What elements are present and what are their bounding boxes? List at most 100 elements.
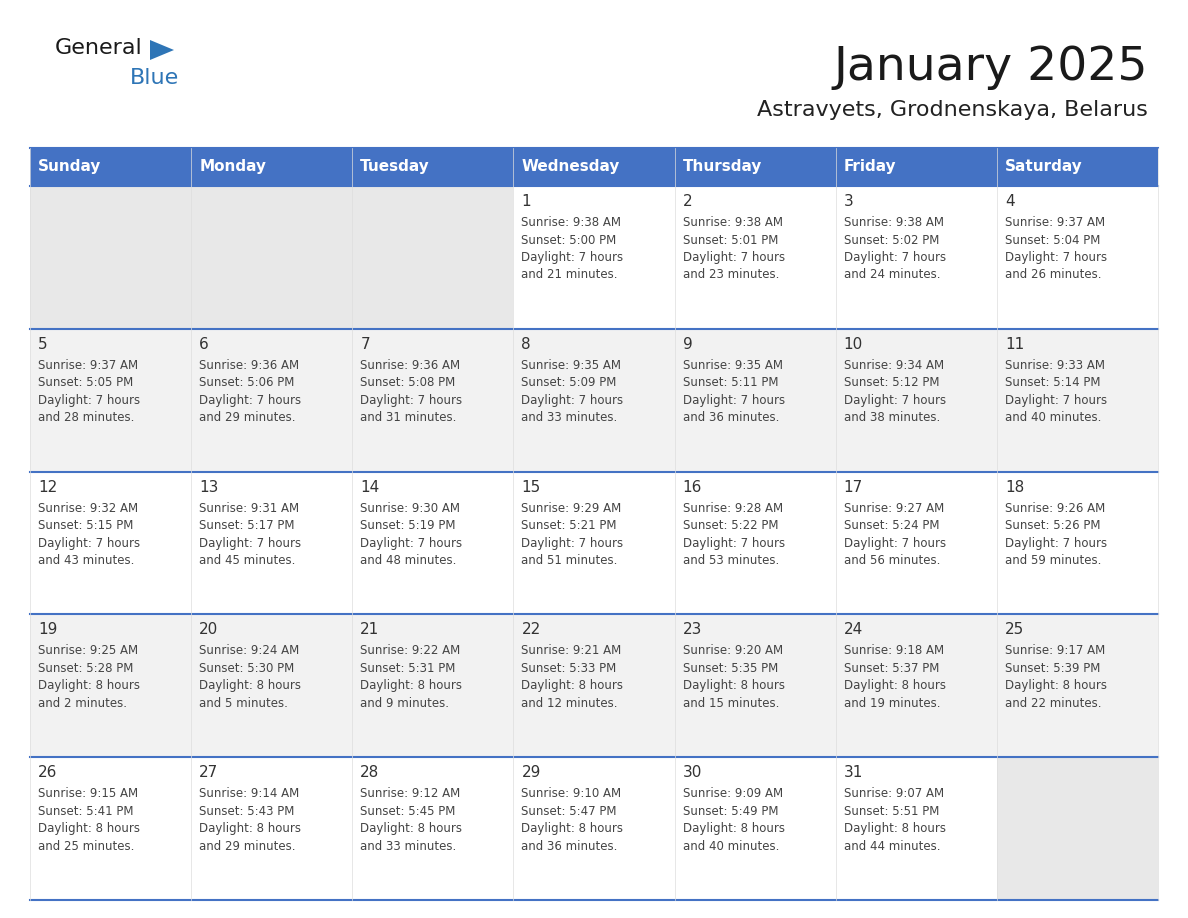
Text: Sunrise: 9:20 AM
Sunset: 5:35 PM
Daylight: 8 hours
and 15 minutes.: Sunrise: 9:20 AM Sunset: 5:35 PM Dayligh…	[683, 644, 784, 710]
Bar	[30, 329, 191, 472]
Text: Sunrise: 9:25 AM
Sunset: 5:28 PM
Daylight: 8 hours
and 2 minutes.: Sunrise: 9:25 AM Sunset: 5:28 PM Dayligh…	[38, 644, 140, 710]
Bar	[353, 148, 513, 186]
Text: 7: 7	[360, 337, 369, 352]
Bar	[191, 148, 353, 186]
Text: Sunrise: 9:37 AM
Sunset: 5:04 PM
Daylight: 7 hours
and 26 minutes.: Sunrise: 9:37 AM Sunset: 5:04 PM Dayligh…	[1005, 216, 1107, 282]
Text: 31: 31	[843, 766, 864, 780]
Text: Sunrise: 9:38 AM
Sunset: 5:01 PM
Daylight: 7 hours
and 23 minutes.: Sunrise: 9:38 AM Sunset: 5:01 PM Dayligh…	[683, 216, 785, 282]
Text: General: General	[55, 38, 143, 58]
Text: Monday: Monday	[200, 160, 266, 174]
Text: 5: 5	[38, 337, 48, 352]
Bar	[191, 614, 353, 757]
Text: Tuesday: Tuesday	[360, 160, 430, 174]
Text: Sunrise: 9:21 AM
Sunset: 5:33 PM
Daylight: 8 hours
and 12 minutes.: Sunrise: 9:21 AM Sunset: 5:33 PM Dayligh…	[522, 644, 624, 710]
Bar	[835, 757, 997, 900]
Text: Thursday: Thursday	[683, 160, 762, 174]
Text: Sunrise: 9:32 AM
Sunset: 5:15 PM
Daylight: 7 hours
and 43 minutes.: Sunrise: 9:32 AM Sunset: 5:15 PM Dayligh…	[38, 501, 140, 567]
Text: Sunrise: 9:18 AM
Sunset: 5:37 PM
Daylight: 8 hours
and 19 minutes.: Sunrise: 9:18 AM Sunset: 5:37 PM Dayligh…	[843, 644, 946, 710]
Text: Sunrise: 9:35 AM
Sunset: 5:09 PM
Daylight: 7 hours
and 33 minutes.: Sunrise: 9:35 AM Sunset: 5:09 PM Dayligh…	[522, 359, 624, 424]
Text: Sunrise: 9:37 AM
Sunset: 5:05 PM
Daylight: 7 hours
and 28 minutes.: Sunrise: 9:37 AM Sunset: 5:05 PM Dayligh…	[38, 359, 140, 424]
Text: Sunrise: 9:30 AM
Sunset: 5:19 PM
Daylight: 7 hours
and 48 minutes.: Sunrise: 9:30 AM Sunset: 5:19 PM Dayligh…	[360, 501, 462, 567]
Bar	[30, 614, 191, 757]
Bar	[191, 329, 353, 472]
Bar	[191, 757, 353, 900]
Bar	[513, 757, 675, 900]
Text: 24: 24	[843, 622, 862, 637]
Text: 12: 12	[38, 479, 57, 495]
Text: 18: 18	[1005, 479, 1024, 495]
Text: Sunrise: 9:07 AM
Sunset: 5:51 PM
Daylight: 8 hours
and 44 minutes.: Sunrise: 9:07 AM Sunset: 5:51 PM Dayligh…	[843, 788, 946, 853]
Text: 13: 13	[200, 479, 219, 495]
Bar	[30, 757, 191, 900]
Bar	[835, 614, 997, 757]
Text: Sunrise: 9:22 AM
Sunset: 5:31 PM
Daylight: 8 hours
and 9 minutes.: Sunrise: 9:22 AM Sunset: 5:31 PM Dayligh…	[360, 644, 462, 710]
Text: Sunrise: 9:10 AM
Sunset: 5:47 PM
Daylight: 8 hours
and 36 minutes.: Sunrise: 9:10 AM Sunset: 5:47 PM Dayligh…	[522, 788, 624, 853]
Text: Sunday: Sunday	[38, 160, 101, 174]
Text: 25: 25	[1005, 622, 1024, 637]
Bar	[997, 472, 1158, 614]
Text: 20: 20	[200, 622, 219, 637]
Text: 4: 4	[1005, 194, 1015, 209]
Text: Wednesday: Wednesday	[522, 160, 620, 174]
Text: 15: 15	[522, 479, 541, 495]
Bar	[513, 614, 675, 757]
Bar	[675, 472, 835, 614]
Bar	[997, 757, 1158, 900]
Bar	[675, 614, 835, 757]
Text: Sunrise: 9:27 AM
Sunset: 5:24 PM
Daylight: 7 hours
and 56 minutes.: Sunrise: 9:27 AM Sunset: 5:24 PM Dayligh…	[843, 501, 946, 567]
Text: Sunrise: 9:36 AM
Sunset: 5:08 PM
Daylight: 7 hours
and 31 minutes.: Sunrise: 9:36 AM Sunset: 5:08 PM Dayligh…	[360, 359, 462, 424]
Text: 27: 27	[200, 766, 219, 780]
Text: Sunrise: 9:34 AM
Sunset: 5:12 PM
Daylight: 7 hours
and 38 minutes.: Sunrise: 9:34 AM Sunset: 5:12 PM Dayligh…	[843, 359, 946, 424]
Text: 28: 28	[360, 766, 380, 780]
Text: Sunrise: 9:26 AM
Sunset: 5:26 PM
Daylight: 7 hours
and 59 minutes.: Sunrise: 9:26 AM Sunset: 5:26 PM Dayligh…	[1005, 501, 1107, 567]
Text: Sunrise: 9:24 AM
Sunset: 5:30 PM
Daylight: 8 hours
and 5 minutes.: Sunrise: 9:24 AM Sunset: 5:30 PM Dayligh…	[200, 644, 302, 710]
Text: 9: 9	[683, 337, 693, 352]
Polygon shape	[150, 40, 173, 60]
Bar	[997, 329, 1158, 472]
Text: Sunrise: 9:12 AM
Sunset: 5:45 PM
Daylight: 8 hours
and 33 minutes.: Sunrise: 9:12 AM Sunset: 5:45 PM Dayligh…	[360, 788, 462, 853]
Text: Friday: Friday	[843, 160, 897, 174]
Bar	[513, 186, 675, 329]
Text: 2: 2	[683, 194, 693, 209]
Bar	[675, 757, 835, 900]
Bar	[675, 329, 835, 472]
Text: 29: 29	[522, 766, 541, 780]
Text: 1: 1	[522, 194, 531, 209]
Bar	[353, 757, 513, 900]
Bar	[30, 472, 191, 614]
Text: 14: 14	[360, 479, 380, 495]
Bar	[997, 148, 1158, 186]
Text: 21: 21	[360, 622, 380, 637]
Bar	[191, 186, 353, 329]
Bar	[835, 472, 997, 614]
Bar	[835, 329, 997, 472]
Text: 10: 10	[843, 337, 862, 352]
Bar	[353, 472, 513, 614]
Bar	[191, 472, 353, 614]
Text: Sunrise: 9:38 AM
Sunset: 5:02 PM
Daylight: 7 hours
and 24 minutes.: Sunrise: 9:38 AM Sunset: 5:02 PM Dayligh…	[843, 216, 946, 282]
Text: 17: 17	[843, 479, 862, 495]
Text: Astravyets, Grodnenskaya, Belarus: Astravyets, Grodnenskaya, Belarus	[757, 100, 1148, 120]
Text: Sunrise: 9:14 AM
Sunset: 5:43 PM
Daylight: 8 hours
and 29 minutes.: Sunrise: 9:14 AM Sunset: 5:43 PM Dayligh…	[200, 788, 302, 853]
Text: 23: 23	[683, 622, 702, 637]
Bar	[30, 148, 191, 186]
Bar	[835, 186, 997, 329]
Text: Sunrise: 9:29 AM
Sunset: 5:21 PM
Daylight: 7 hours
and 51 minutes.: Sunrise: 9:29 AM Sunset: 5:21 PM Dayligh…	[522, 501, 624, 567]
Text: 22: 22	[522, 622, 541, 637]
Text: 6: 6	[200, 337, 209, 352]
Text: Sunrise: 9:15 AM
Sunset: 5:41 PM
Daylight: 8 hours
and 25 minutes.: Sunrise: 9:15 AM Sunset: 5:41 PM Dayligh…	[38, 788, 140, 853]
Text: Sunrise: 9:36 AM
Sunset: 5:06 PM
Daylight: 7 hours
and 29 minutes.: Sunrise: 9:36 AM Sunset: 5:06 PM Dayligh…	[200, 359, 302, 424]
Text: Blue: Blue	[129, 68, 179, 88]
Bar	[513, 329, 675, 472]
Text: Sunrise: 9:09 AM
Sunset: 5:49 PM
Daylight: 8 hours
and 40 minutes.: Sunrise: 9:09 AM Sunset: 5:49 PM Dayligh…	[683, 788, 784, 853]
Text: Sunrise: 9:33 AM
Sunset: 5:14 PM
Daylight: 7 hours
and 40 minutes.: Sunrise: 9:33 AM Sunset: 5:14 PM Dayligh…	[1005, 359, 1107, 424]
Text: Sunrise: 9:17 AM
Sunset: 5:39 PM
Daylight: 8 hours
and 22 minutes.: Sunrise: 9:17 AM Sunset: 5:39 PM Dayligh…	[1005, 644, 1107, 710]
Text: Saturday: Saturday	[1005, 160, 1082, 174]
Text: Sunrise: 9:31 AM
Sunset: 5:17 PM
Daylight: 7 hours
and 45 minutes.: Sunrise: 9:31 AM Sunset: 5:17 PM Dayligh…	[200, 501, 302, 567]
Bar	[675, 148, 835, 186]
Text: 8: 8	[522, 337, 531, 352]
Bar	[997, 614, 1158, 757]
Text: 16: 16	[683, 479, 702, 495]
Text: 30: 30	[683, 766, 702, 780]
Text: Sunrise: 9:35 AM
Sunset: 5:11 PM
Daylight: 7 hours
and 36 minutes.: Sunrise: 9:35 AM Sunset: 5:11 PM Dayligh…	[683, 359, 785, 424]
